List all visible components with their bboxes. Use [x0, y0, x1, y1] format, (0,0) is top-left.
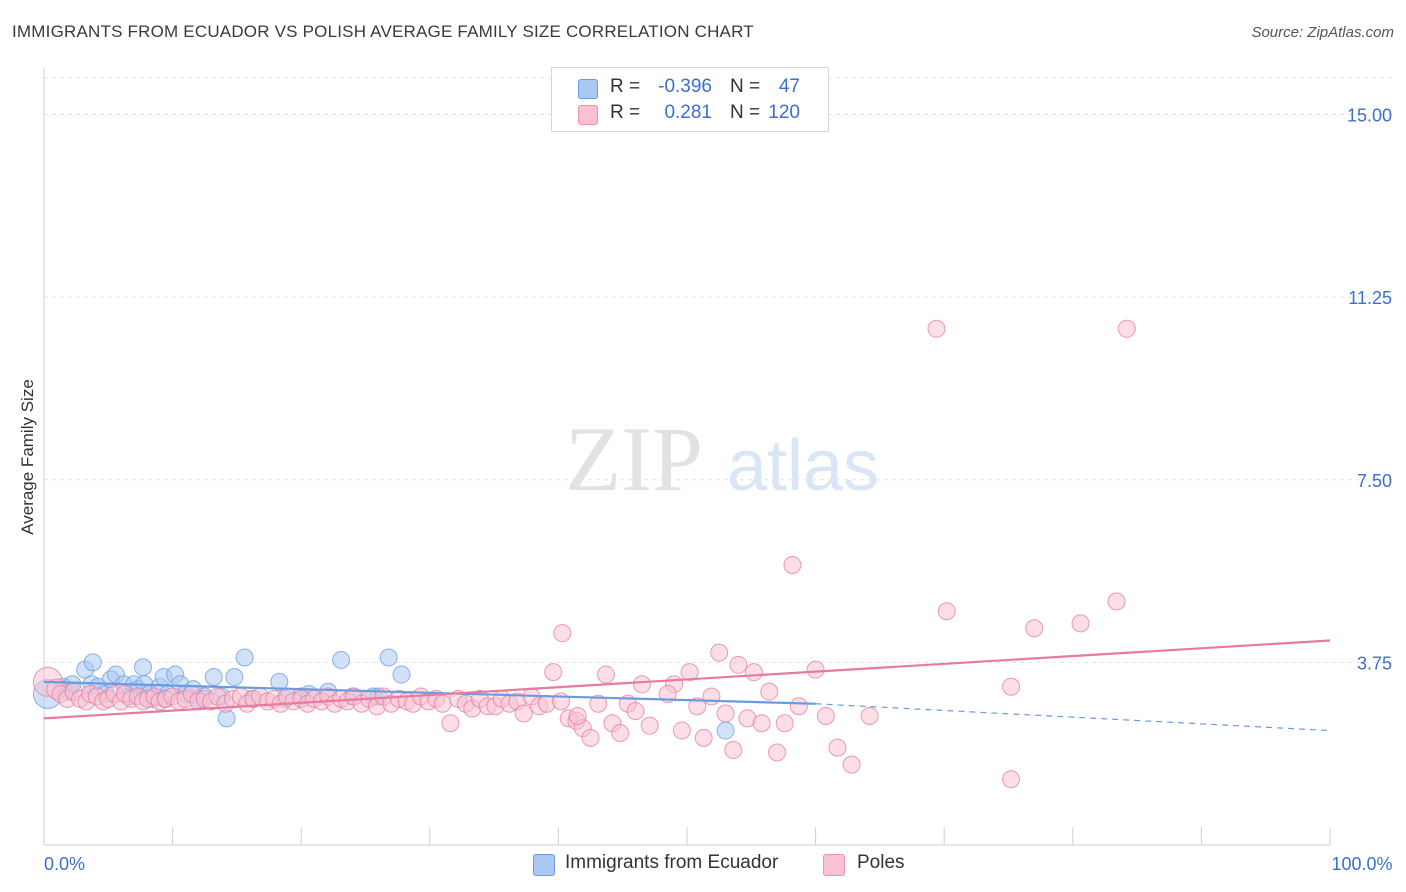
- x-tick-label: 0.0%: [44, 854, 85, 874]
- data-point: [544, 663, 563, 682]
- series-poles: [32, 319, 1136, 789]
- data-point: [632, 675, 651, 694]
- data-point: [842, 755, 861, 774]
- x-tick-label: 100.0%: [1331, 854, 1392, 874]
- legend-swatch-poles: [823, 854, 845, 876]
- legend-swatch-ecuador: [533, 854, 555, 876]
- data-point: [816, 706, 835, 725]
- data-point: [270, 672, 289, 691]
- r-value: -0.396: [658, 76, 712, 97]
- y-tick-label: 11.25: [1348, 288, 1392, 308]
- n-label: N =: [730, 102, 761, 123]
- watermark-atlas: atlas: [727, 426, 879, 506]
- data-point: [441, 714, 460, 733]
- data-point: [672, 721, 691, 740]
- data-point: [626, 702, 645, 721]
- data-point: [716, 721, 735, 740]
- y-tick-label: 7.50: [1357, 471, 1392, 491]
- data-point: [640, 716, 659, 735]
- data-point: [1025, 619, 1044, 638]
- legend-label-poles: Poles: [857, 852, 905, 873]
- chart-source: Source: ZipAtlas.com: [1251, 24, 1394, 41]
- data-point: [134, 658, 153, 677]
- watermark: ZIP atlas: [565, 408, 879, 510]
- data-point: [514, 704, 533, 723]
- watermark-zip: ZIP: [565, 408, 703, 510]
- data-point: [927, 319, 946, 338]
- data-point: [680, 663, 699, 682]
- legend-label-ecuador: Immigrants from Ecuador: [565, 852, 779, 873]
- data-point: [775, 714, 794, 733]
- legend-swatch-poles: [578, 105, 598, 125]
- y-tick-label: 15.00: [1347, 106, 1392, 126]
- chart-title: IMMIGRANTS FROM ECUADOR VS POLISH AVERAG…: [12, 22, 754, 41]
- grid-lines: [44, 77, 1395, 663]
- r-value: 0.281: [664, 102, 712, 123]
- y-tick-label: 3.75: [1357, 653, 1392, 673]
- data-point: [724, 741, 743, 760]
- data-point: [235, 648, 254, 667]
- r-label: R =: [610, 76, 641, 97]
- data-point: [768, 743, 787, 762]
- data-point: [433, 694, 452, 713]
- data-point: [744, 663, 763, 682]
- data-point: [379, 648, 398, 667]
- data-point: [589, 694, 608, 713]
- n-value: 120: [768, 102, 800, 123]
- data-point: [688, 697, 707, 716]
- data-point: [752, 714, 771, 733]
- tick-labels: 3.75 7.50 11.25 15.00 0.0% 100.0%: [44, 106, 1393, 874]
- data-point: [937, 602, 956, 621]
- trend-line: [43, 680, 816, 705]
- trend-lines: [43, 639, 1331, 732]
- data-point: [1071, 614, 1090, 633]
- data-point: [553, 624, 572, 643]
- data-point: [332, 650, 351, 669]
- data-point: [1002, 770, 1021, 789]
- trend-line-extension: [815, 703, 1331, 732]
- axes: [43, 68, 1331, 846]
- data-point: [860, 706, 879, 725]
- legend-swatch-ecuador: [578, 79, 598, 99]
- data-point: [702, 687, 721, 706]
- data-point: [611, 723, 630, 742]
- data-point: [1117, 319, 1136, 338]
- data-point: [225, 667, 244, 686]
- data-point: [83, 653, 102, 672]
- data-point: [716, 704, 735, 723]
- data-point: [204, 667, 223, 686]
- data-point: [1107, 592, 1126, 611]
- data-point: [568, 706, 587, 725]
- data-point: [392, 665, 411, 684]
- data-point: [596, 665, 615, 684]
- data-point: [1002, 677, 1021, 696]
- data-point: [710, 643, 729, 662]
- data-point: [658, 685, 677, 704]
- r-label: R =: [610, 102, 641, 123]
- y-axis-label: Average Family Size: [18, 379, 37, 535]
- data-point: [729, 655, 748, 674]
- data-point: [581, 728, 600, 747]
- stats-legend: R = -0.396 N = 47 R = 0.281 N = 120: [551, 67, 829, 132]
- n-label: N =: [730, 76, 761, 97]
- data-point: [760, 682, 779, 701]
- data-point: [828, 738, 847, 757]
- data-point: [694, 728, 713, 747]
- data-point: [789, 697, 808, 716]
- data-point: [806, 660, 825, 679]
- stats-legend-row-poles: R = 0.281 N = 120: [552, 102, 828, 126]
- trend-line: [43, 639, 1331, 720]
- stats-legend-row-ecuador: R = -0.396 N = 47: [552, 76, 828, 100]
- data-point: [783, 555, 802, 574]
- n-value: 47: [778, 76, 800, 97]
